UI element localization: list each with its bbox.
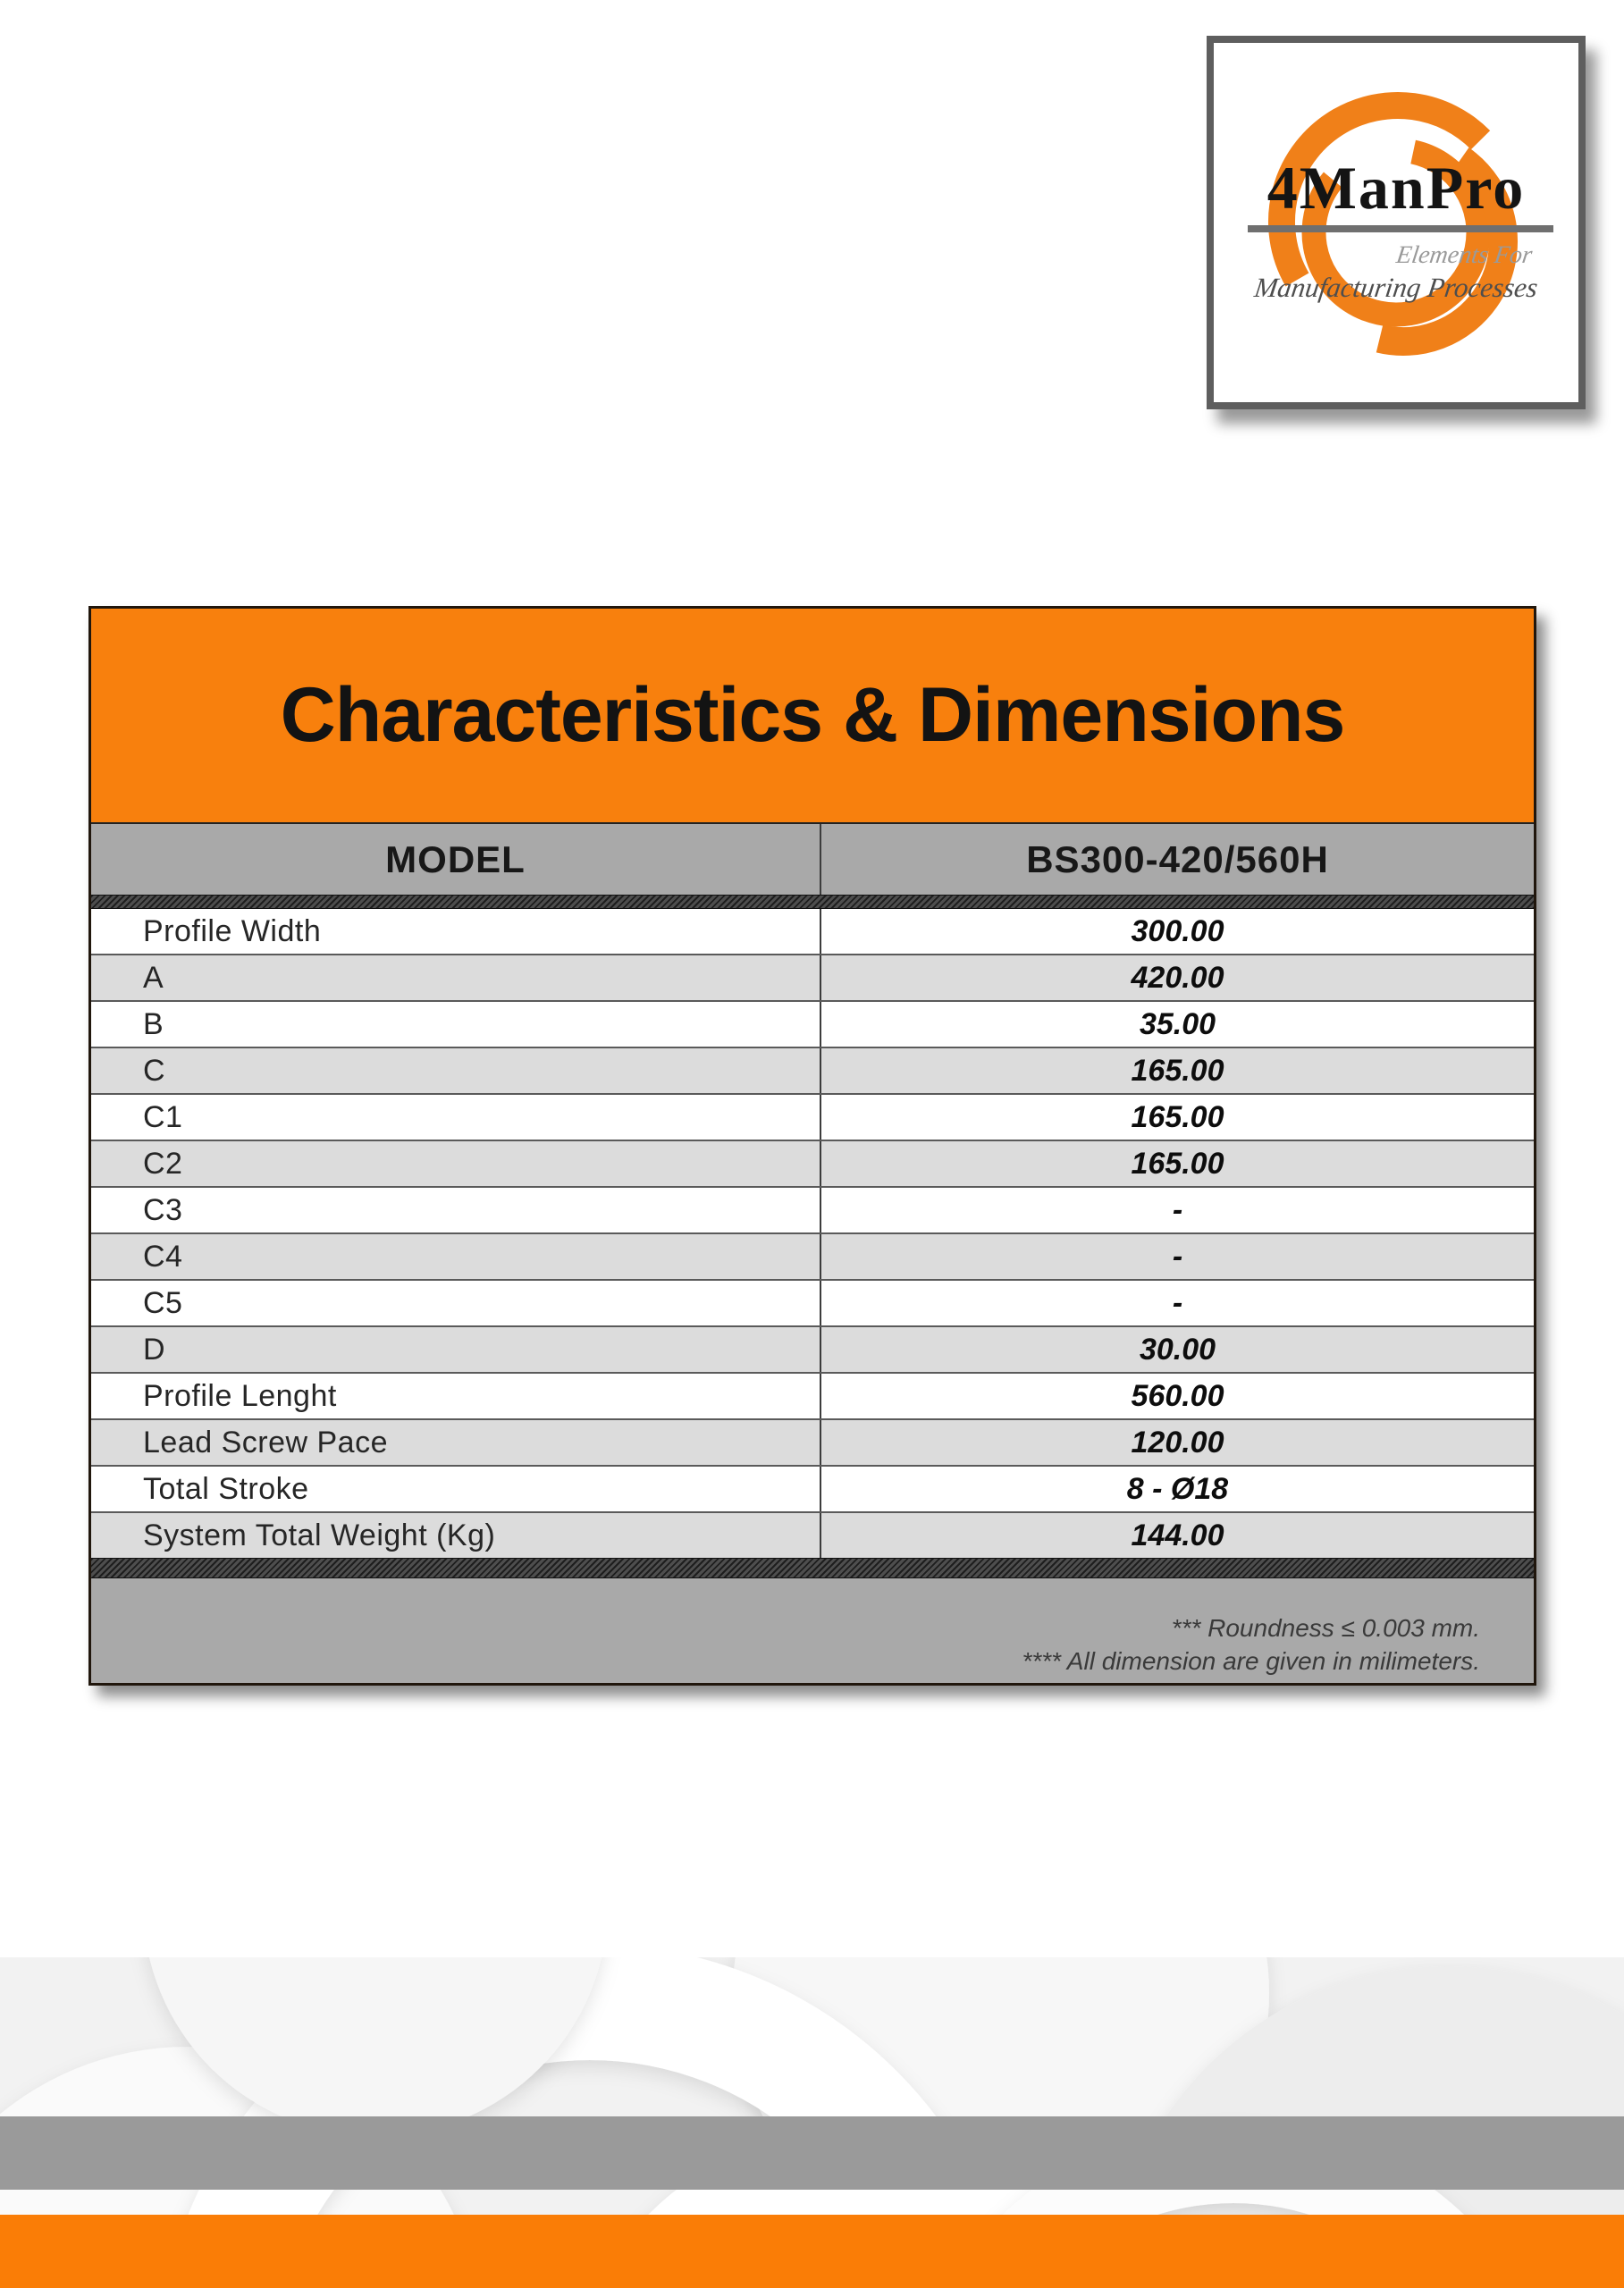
row-label: D xyxy=(143,1332,166,1367)
row-value: 165.00 xyxy=(820,1048,1534,1093)
row-value: 144.00 xyxy=(820,1513,1534,1558)
row-value: 165.00 xyxy=(820,1141,1534,1186)
footer-orange-bar xyxy=(0,2215,1624,2288)
table-rows: Profile Width 300.00 A 420.00 B 35.00 C … xyxy=(91,909,1534,1558)
table-row: A 420.00 xyxy=(91,954,1534,1000)
table-row: Total Stroke 8 - Ø18 xyxy=(91,1465,1534,1511)
row-label: System Total Weight (Kg) xyxy=(143,1518,496,1552)
table-row: C2 165.00 xyxy=(91,1140,1534,1186)
model-value-header: BS300-420/560H xyxy=(820,824,1534,895)
spec-sheet: Characteristics & Dimensions MODEL BS300… xyxy=(88,606,1536,1686)
table-row: B 35.00 xyxy=(91,1000,1534,1047)
table-row: Lead Screw Pace 120.00 xyxy=(91,1418,1534,1465)
row-label: C1 xyxy=(143,1099,183,1134)
model-column-header: MODEL xyxy=(385,837,526,880)
row-value: - xyxy=(820,1281,1534,1325)
row-label: Lead Screw Pace xyxy=(143,1425,388,1459)
brand-logo-box: 4ManPro Elements For Manufacturing Proce… xyxy=(1207,36,1586,409)
row-label: Profile Width xyxy=(143,913,322,948)
model-header-row: MODEL BS300-420/560H xyxy=(91,824,1534,895)
row-value: 30.00 xyxy=(820,1327,1534,1372)
row-label: Profile Lenght xyxy=(143,1378,337,1413)
table-row: C 165.00 xyxy=(91,1047,1534,1093)
table-row: C3 - xyxy=(91,1186,1534,1232)
divider-band-top xyxy=(91,895,1534,909)
row-value: 420.00 xyxy=(820,955,1534,1000)
row-label: C3 xyxy=(143,1192,183,1227)
row-label: A xyxy=(143,960,164,995)
table-row: C1 165.00 xyxy=(91,1093,1534,1140)
table-row: D 30.00 xyxy=(91,1325,1534,1372)
brand-logo: 4ManPro Elements For Manufacturing Proce… xyxy=(1214,43,1578,402)
sheet-footer: *** Roundness ≤ 0.003 mm. **** All dimen… xyxy=(91,1578,1534,1683)
row-label: C5 xyxy=(143,1285,183,1320)
row-value: 300.00 xyxy=(820,909,1534,954)
row-value: 120.00 xyxy=(820,1420,1534,1465)
row-value: - xyxy=(820,1188,1534,1232)
brand-tagline-line1: Elements For xyxy=(1394,241,1535,269)
brand-divider xyxy=(1248,225,1553,232)
row-label: C xyxy=(143,1053,166,1088)
row-value: 560.00 xyxy=(820,1374,1534,1418)
table-row: Profile Width 300.00 xyxy=(91,909,1534,954)
footer-notes: *** Roundness ≤ 0.003 mm. **** All dimen… xyxy=(1022,1611,1480,1678)
note-roundness: *** Roundness ≤ 0.003 mm. xyxy=(1171,1614,1480,1642)
row-value: 8 - Ø18 xyxy=(820,1467,1534,1511)
note-dimensions: **** All dimension are given in milimete… xyxy=(1022,1647,1480,1675)
orange-swirl-icon xyxy=(1268,92,1527,356)
row-label: C4 xyxy=(143,1239,183,1274)
sheet-header: Characteristics & Dimensions xyxy=(91,609,1534,824)
row-value: 165.00 xyxy=(820,1095,1534,1140)
row-value: 35.00 xyxy=(820,1002,1534,1047)
table-row: System Total Weight (Kg) 144.00 xyxy=(91,1511,1534,1558)
sheet-title: Characteristics & Dimensions xyxy=(280,672,1346,758)
table-row: Profile Lenght 560.00 xyxy=(91,1372,1534,1418)
brand-name: 4ManPro xyxy=(1266,154,1526,222)
row-label: C2 xyxy=(143,1146,183,1181)
brand-tagline-line2: Manufacturing Processes xyxy=(1252,272,1540,303)
divider-band-bottom xyxy=(91,1558,1534,1578)
footer-gray-bar xyxy=(0,2116,1624,2190)
row-value: - xyxy=(820,1234,1534,1279)
row-label: B xyxy=(143,1006,164,1041)
table-row: C5 - xyxy=(91,1279,1534,1325)
table-row: C4 - xyxy=(91,1232,1534,1279)
row-label: Total Stroke xyxy=(143,1471,309,1506)
